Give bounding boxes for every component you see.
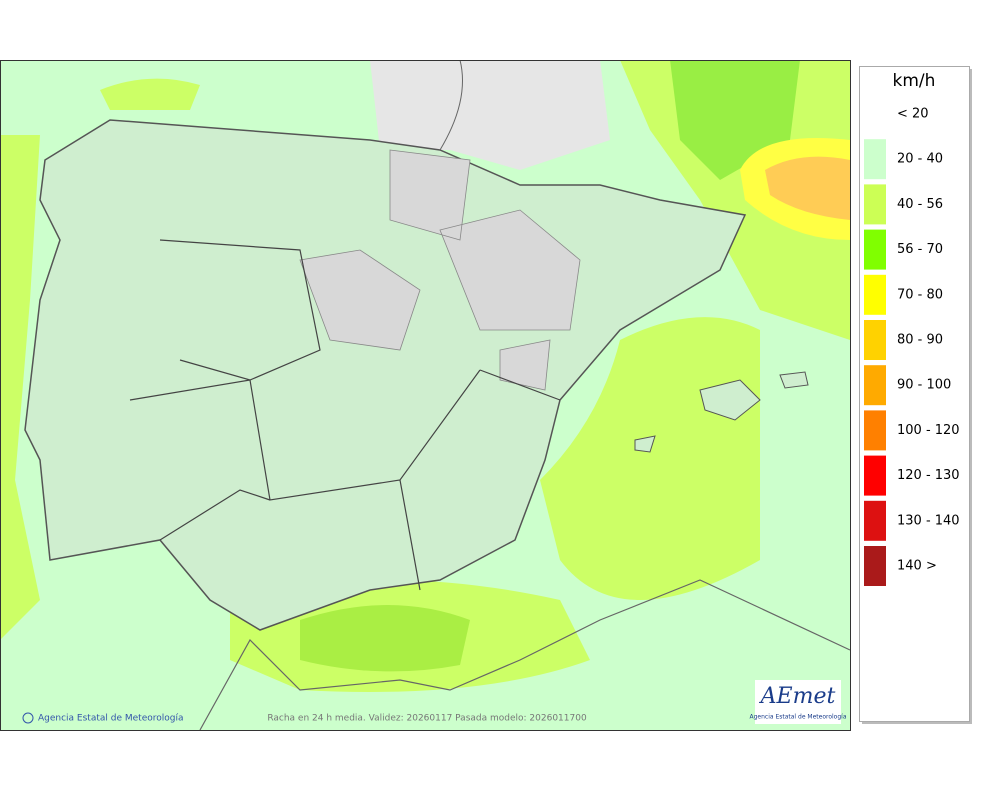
region-borders: [129, 239, 561, 591]
map: [0, 60, 850, 730]
legend-label: 70 - 80: [897, 287, 943, 302]
legend-label: 80 - 90: [897, 333, 943, 348]
credit: Agencia Estatal de Meteorología: [38, 714, 184, 724]
legend-swatch: [864, 184, 886, 225]
legend-label: 130 - 140: [897, 513, 960, 528]
france-coast: [439, 60, 463, 151]
logo-box: [755, 680, 841, 724]
legend-label: 120 - 130: [897, 468, 960, 483]
wind-zone: [300, 605, 470, 672]
map-frame: [0, 60, 851, 731]
legend-unit: km/h: [893, 71, 936, 91]
legend-label: < 20: [897, 107, 929, 122]
relief: [299, 149, 581, 391]
legend-label: 140 >: [897, 559, 937, 574]
legend-swatch: [864, 546, 886, 586]
logo: AEmet: [759, 684, 836, 709]
balearic-islands: [634, 371, 809, 453]
wind-zone: [0, 135, 40, 640]
legend-label: 20 - 40: [897, 152, 943, 167]
africa-coast: [199, 579, 850, 730]
legend-swatch: [864, 365, 886, 406]
legend-items: < 20 20 - 40 40 - 56 56 - 70 70 - 80 80 - 90 9…: [864, 107, 960, 586]
wind-zone: [100, 78, 200, 110]
legend-swatch: [864, 500, 886, 541]
low-wind-zone: [370, 60, 610, 170]
legend-label: 56 - 70: [897, 242, 943, 257]
legend-swatch: [864, 455, 886, 496]
legend-swatch: [864, 320, 886, 360]
legend-swatch: [864, 410, 886, 451]
legend-swatch: [864, 139, 886, 180]
wind-zone: [540, 317, 760, 600]
logo-subtitle: Agencia Estatal de Meteorología: [750, 714, 847, 721]
legend-swatch: [864, 274, 886, 315]
wind-zone: [620, 60, 850, 340]
legend-label: 100 - 120: [897, 423, 960, 438]
copyright-icon: [22, 712, 34, 724]
wind-zone: [765, 156, 850, 220]
legend-swatch: [864, 229, 886, 270]
legend-label: 90 - 100: [897, 378, 951, 393]
legend-label: 40 - 56: [897, 197, 943, 212]
caption: Racha en 24 h media. Validez: 20260117 P…: [267, 714, 587, 724]
